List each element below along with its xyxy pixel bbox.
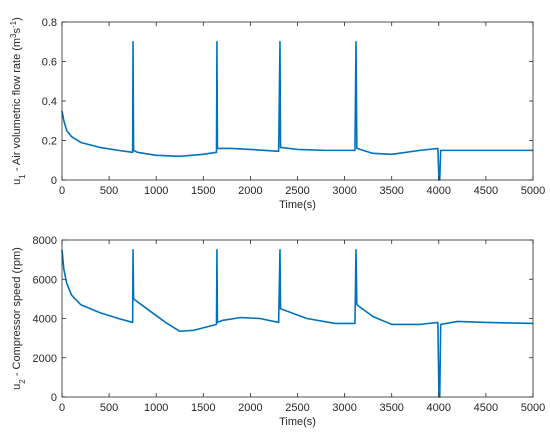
y-tick-label: 0.6 — [42, 57, 57, 69]
y-axis-label-part: 3 — [9, 33, 18, 38]
y-axis-label-part: u — [11, 384, 23, 390]
y-tick-label: 0.8 — [42, 17, 57, 29]
x-tick-label: 1500 — [191, 402, 215, 414]
x-tick-label: 2000 — [238, 185, 262, 197]
x-tick-label: 3000 — [332, 185, 356, 197]
y-axis-label: u1 - Air volumetric flow rate (m3s-1) — [9, 17, 27, 185]
x-tick-label: 500 — [100, 402, 118, 414]
x-tick-label: 3000 — [332, 402, 356, 414]
x-tick-label: 500 — [100, 185, 118, 197]
data-line — [61, 40, 533, 181]
y-tick-label: 0 — [51, 392, 57, 404]
x-tick-label: 4000 — [427, 185, 451, 197]
x-tick-label: 5000 — [521, 185, 545, 197]
x-tick-label: 4500 — [474, 402, 498, 414]
y-axis-label-part: 2 — [18, 379, 27, 384]
x-tick-label: 2500 — [285, 402, 309, 414]
x-tick-label: 1000 — [144, 402, 168, 414]
y-tick-label: 0 — [51, 175, 57, 187]
y-tick-label: 2000 — [33, 353, 57, 365]
x-tick-label: 3500 — [379, 185, 403, 197]
x-tick-label: 1000 — [144, 185, 168, 197]
x-axis-label: Time(s) — [279, 199, 316, 211]
y-axis-label-part: s — [11, 27, 23, 33]
y-axis-label-part: -1 — [9, 20, 18, 28]
x-tick-label: 2500 — [285, 185, 309, 197]
y-axis-label-part: - Air volumetric flow rate (m — [11, 38, 23, 174]
y-axis-label-part: ) — [11, 17, 23, 21]
x-tick-label: 0 — [59, 402, 65, 414]
x-tick-label: 1500 — [191, 185, 215, 197]
x-tick-label: 5000 — [521, 402, 545, 414]
x-tick-label: 4500 — [474, 185, 498, 197]
y-tick-label: 0.4 — [42, 96, 57, 108]
plot-area — [62, 22, 533, 180]
x-axis-label: Time(s) — [279, 416, 316, 428]
x-tick-label: 4000 — [427, 402, 451, 414]
data-line — [61, 249, 534, 398]
y-axis-label-part: - Compressor speed (rpm) — [11, 247, 23, 379]
x-tick-label: 2000 — [238, 402, 262, 414]
y-axis-label-part: u — [11, 179, 23, 185]
x-tick-label: 3500 — [379, 402, 403, 414]
y-tick-label: 8000 — [33, 235, 57, 247]
y-tick-label: 6000 — [33, 274, 57, 286]
plot-area — [62, 240, 533, 397]
y-tick-label: 0.2 — [42, 136, 57, 148]
x-tick-label: 0 — [59, 185, 65, 197]
y-axis-label-part: 1 — [18, 174, 27, 179]
y-axis-label: u2 - Compressor speed (rpm) — [11, 247, 27, 390]
y-tick-label: 4000 — [33, 314, 57, 326]
